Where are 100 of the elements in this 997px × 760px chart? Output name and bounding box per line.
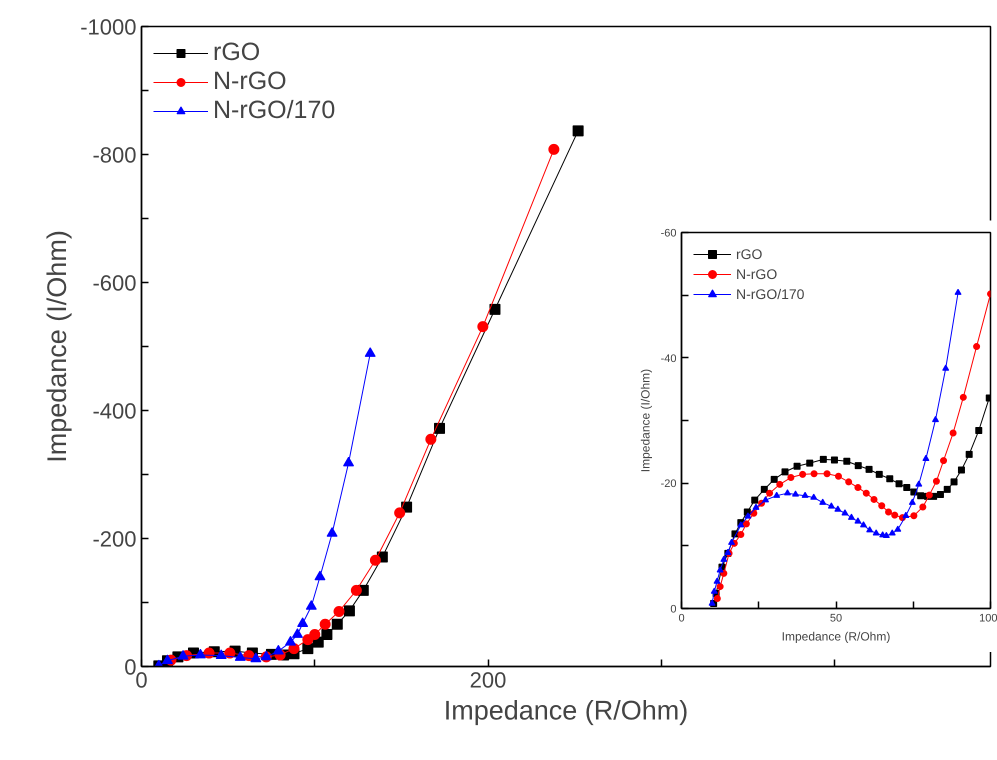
point — [716, 566, 724, 573]
point — [224, 648, 236, 659]
point — [332, 618, 343, 630]
x-axis-title: Impedance (R/Ohm) — [782, 630, 890, 644]
y-tick-label: -400 — [92, 398, 137, 424]
point — [908, 498, 916, 505]
point — [744, 512, 752, 519]
legend-label: rGO — [736, 246, 762, 262]
y-tick-label: -40 — [660, 352, 677, 365]
point — [902, 512, 910, 518]
point — [773, 492, 780, 498]
y-tick-label: -200 — [92, 526, 137, 552]
y-axis-title: Impedance (I/Ohm) — [638, 368, 653, 472]
y-tick-label: -600 — [92, 270, 137, 296]
point — [716, 583, 724, 590]
point — [306, 600, 317, 610]
point — [885, 508, 892, 516]
point — [326, 527, 338, 537]
point — [940, 457, 948, 464]
point — [292, 628, 303, 638]
point — [728, 538, 736, 545]
point — [782, 468, 789, 476]
point — [878, 502, 886, 510]
legend-label: N-rGO — [213, 67, 287, 96]
point — [932, 478, 940, 485]
point — [320, 618, 331, 630]
point — [250, 652, 262, 662]
point — [394, 507, 406, 518]
point — [854, 484, 862, 492]
point — [960, 394, 967, 401]
point — [866, 526, 874, 532]
y-axis-title: Impedance (I/Ohm) — [42, 230, 72, 463]
x-tick-label: 50 — [830, 612, 842, 624]
point — [784, 489, 791, 496]
point — [548, 144, 560, 155]
point — [751, 496, 758, 504]
point — [882, 532, 890, 538]
point — [830, 456, 838, 464]
point — [334, 606, 345, 617]
point — [714, 594, 721, 602]
x-axis-title: Impedance (R/Ohm) — [444, 696, 688, 726]
point — [760, 486, 768, 493]
point — [845, 478, 852, 486]
y-tick-label: -800 — [92, 142, 137, 168]
point — [828, 502, 835, 509]
point — [888, 529, 896, 536]
point — [792, 490, 800, 497]
point — [862, 490, 870, 497]
point — [272, 644, 284, 655]
point — [910, 512, 918, 520]
point — [942, 364, 950, 371]
point — [886, 475, 894, 482]
legend-label: rGO — [213, 38, 260, 67]
point — [854, 462, 862, 470]
point — [794, 462, 801, 470]
point — [841, 509, 848, 516]
point — [425, 434, 436, 445]
y-tick-label: -20 — [660, 478, 677, 490]
point — [950, 478, 958, 486]
point — [787, 474, 794, 482]
point — [806, 460, 814, 467]
point — [922, 454, 930, 461]
y-tick-label: -60 — [660, 228, 677, 240]
legend-label: N-rGO — [736, 266, 778, 282]
point — [776, 480, 784, 488]
point — [876, 470, 883, 478]
x-tick-label: 200 — [470, 668, 506, 692]
point — [802, 492, 809, 498]
point — [477, 321, 488, 332]
point — [894, 526, 902, 532]
point — [343, 456, 354, 466]
point — [848, 514, 855, 520]
point — [919, 503, 926, 510]
point — [810, 494, 818, 500]
point — [854, 517, 862, 524]
point — [770, 476, 778, 483]
point — [720, 556, 728, 562]
point — [321, 629, 332, 640]
point — [944, 486, 951, 493]
point — [762, 496, 770, 502]
point — [824, 470, 831, 478]
point — [766, 490, 774, 497]
legend-label: N-rGO/170 — [736, 286, 804, 302]
point — [915, 480, 922, 487]
point — [752, 504, 760, 510]
point — [903, 484, 910, 492]
point — [872, 529, 880, 536]
point — [834, 472, 842, 480]
point — [966, 450, 973, 458]
point — [216, 649, 227, 660]
point — [820, 456, 827, 463]
point — [370, 554, 381, 566]
x-tick-label: 0 — [678, 612, 685, 624]
point — [866, 466, 873, 473]
point — [843, 458, 850, 465]
point — [714, 578, 721, 584]
point — [810, 470, 818, 478]
point — [434, 422, 446, 434]
point — [314, 570, 326, 580]
point — [799, 470, 806, 478]
